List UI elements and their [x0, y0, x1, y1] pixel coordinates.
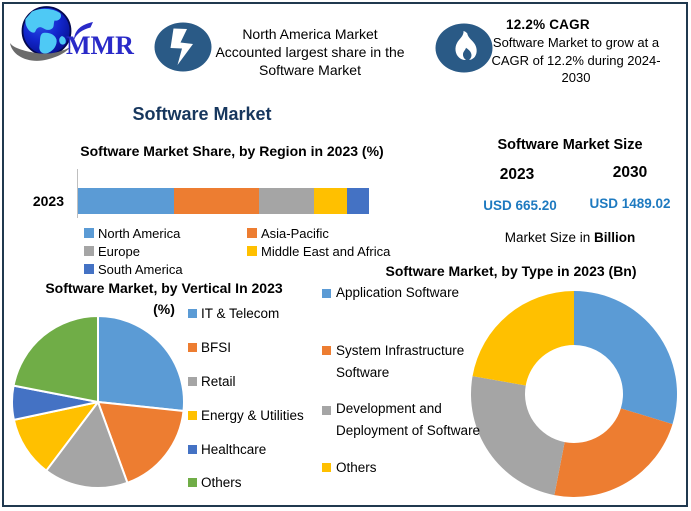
svg-text:MMR: MMR [66, 31, 134, 60]
